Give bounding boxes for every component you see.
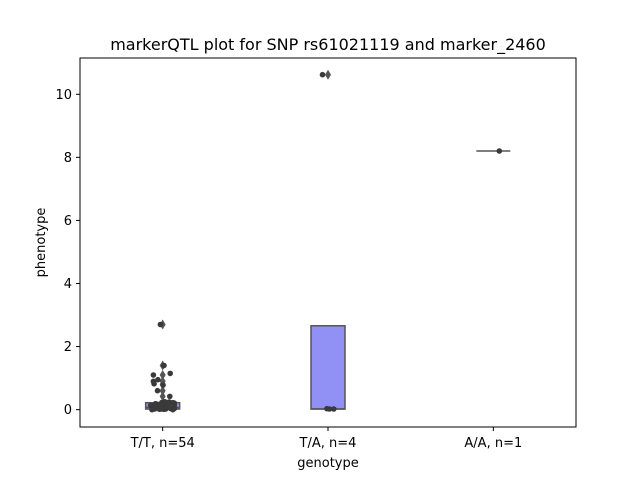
box-body — [310, 325, 346, 410]
outlier-point — [325, 69, 331, 80]
y-tick-label: 8 — [64, 151, 72, 166]
data-point — [152, 400, 159, 407]
y-tick-label: 6 — [64, 214, 72, 229]
data-point — [331, 406, 337, 412]
data-point — [150, 372, 157, 378]
data-point — [170, 406, 176, 412]
data-point — [155, 376, 161, 383]
data-point — [162, 399, 168, 405]
y-tick-label: 10 — [55, 88, 72, 103]
strip-1 — [319, 71, 337, 412]
data-point — [164, 403, 171, 410]
data-point — [157, 321, 164, 328]
y-tick-label: 2 — [64, 340, 72, 355]
y-tick-label: 0 — [64, 403, 72, 418]
data-point — [160, 382, 166, 388]
outlier-point — [159, 385, 166, 396]
outlier-point — [159, 391, 166, 402]
data-point — [161, 362, 167, 369]
strip-0 — [147, 321, 178, 413]
data-point — [150, 378, 157, 385]
data-point — [154, 387, 161, 394]
strip-2 — [496, 148, 503, 154]
chart-title: markerQTL plot for SNP rs61021119 and ma… — [110, 35, 546, 55]
data-point — [153, 405, 159, 411]
y-axis-label: phenotype — [34, 208, 49, 278]
y-tick-label: 4 — [64, 277, 72, 292]
plot-area — [144, 69, 511, 413]
data-point — [167, 393, 173, 400]
x-axis: T/T, n=54 T/A, n=4 A/A, n=1 — [130, 427, 522, 451]
x-axis-label: genotype — [297, 456, 358, 471]
outlier-point — [159, 369, 166, 380]
box-1 — [310, 69, 346, 410]
x-tick-label: A/A, n=1 — [464, 436, 522, 451]
data-point — [167, 370, 173, 377]
y-axis: 0 2 4 6 8 10 — [55, 88, 80, 418]
data-point — [158, 405, 165, 412]
data-point — [319, 71, 326, 78]
data-point — [166, 399, 172, 405]
data-point — [496, 148, 503, 154]
x-tick-label: T/T, n=54 — [130, 436, 195, 451]
data-point — [324, 405, 330, 412]
x-tick-label: T/A, n=4 — [299, 436, 357, 451]
